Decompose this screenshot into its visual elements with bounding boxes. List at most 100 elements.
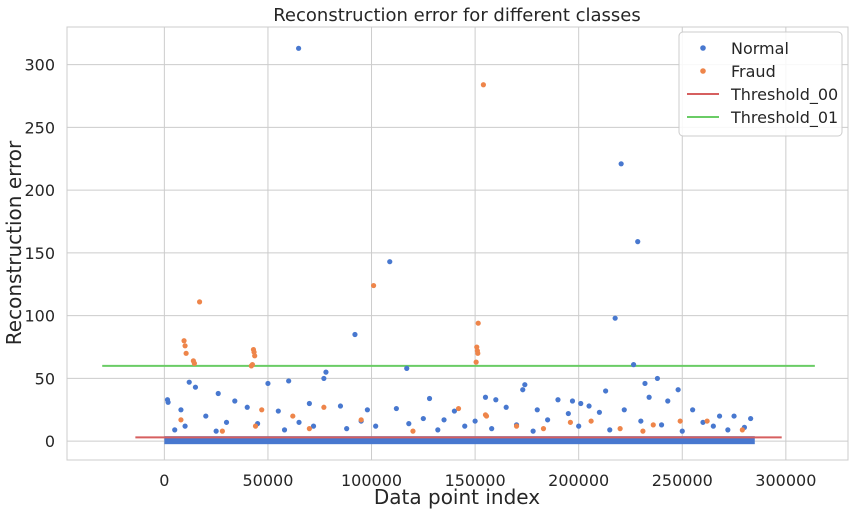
normal-point xyxy=(607,427,613,433)
normal-point xyxy=(296,45,302,51)
fraud-point xyxy=(475,320,481,326)
fraud-point xyxy=(321,404,327,410)
normal-point xyxy=(596,409,603,415)
y-tick-label: 50 xyxy=(35,369,55,388)
normal-point xyxy=(281,427,288,433)
normal-point xyxy=(725,427,731,433)
fraud-point xyxy=(252,353,258,359)
fraud-point xyxy=(480,82,486,88)
normal-point xyxy=(406,421,412,427)
legend-label: Normal xyxy=(731,39,789,58)
normal-point xyxy=(310,423,317,429)
normal-point xyxy=(638,418,644,424)
normal-point xyxy=(213,428,219,434)
normal-point xyxy=(545,417,551,423)
normal-point xyxy=(586,403,592,409)
y-tick-label: 200 xyxy=(24,181,55,200)
normal-point xyxy=(621,407,627,413)
normal-point xyxy=(451,408,457,414)
fraud-point xyxy=(617,426,623,432)
normal-point xyxy=(493,397,499,403)
normal-point xyxy=(352,331,358,338)
fraud-point xyxy=(196,299,203,305)
normal-point xyxy=(679,428,685,434)
fraud-point xyxy=(219,428,225,434)
y-tick-label: 250 xyxy=(24,118,55,137)
normal-point xyxy=(286,378,292,384)
legend-label: Threshold_00 xyxy=(730,85,838,105)
legend-label: Threshold_01 xyxy=(730,108,838,128)
fraud-point xyxy=(252,423,259,429)
normal-point xyxy=(603,388,609,394)
normal-point xyxy=(716,413,723,419)
normal-point xyxy=(165,399,171,405)
normal-point xyxy=(635,239,641,245)
x-tick-label: 200000 xyxy=(548,471,609,490)
y-axis-label: Reconstruction error xyxy=(2,140,26,345)
fraud-point xyxy=(588,418,594,424)
normal-point xyxy=(646,394,652,400)
x-tick-label: 50000 xyxy=(242,471,293,490)
normal-point xyxy=(665,398,671,404)
fraud-point xyxy=(259,407,265,413)
normal-point xyxy=(658,422,665,428)
legend-marker-normal xyxy=(700,45,706,51)
x-tick-label: 100000 xyxy=(341,471,402,490)
fraud-point xyxy=(358,417,364,423)
normal-point xyxy=(323,369,329,375)
fraud-point xyxy=(483,413,490,419)
normal-point xyxy=(612,315,618,321)
normal-point xyxy=(404,365,410,371)
normal-point xyxy=(441,417,447,423)
normal-point xyxy=(337,403,344,409)
normal-point xyxy=(565,410,571,417)
normal-point xyxy=(462,423,468,429)
normal-point xyxy=(373,423,379,429)
fraud-point xyxy=(677,418,683,424)
normal-point xyxy=(232,398,238,404)
fraud-point xyxy=(455,405,462,412)
normal-point xyxy=(630,362,637,368)
fraud-point xyxy=(370,282,377,289)
legend-label: Fraud xyxy=(731,62,776,81)
normal-point xyxy=(503,404,509,410)
normal-point xyxy=(321,375,327,382)
normal-point xyxy=(700,419,706,425)
y-tick-label: 0 xyxy=(45,432,55,451)
normal-point xyxy=(344,426,350,432)
x-axis-label: Data point index xyxy=(374,485,540,509)
normal-point xyxy=(215,390,221,397)
fraud-point xyxy=(540,426,547,432)
x-tick-label: 0 xyxy=(159,471,169,490)
fraud-point xyxy=(567,419,574,425)
fraud-point xyxy=(290,413,296,419)
legend-marker-fraud xyxy=(700,68,706,74)
fraud-point xyxy=(182,343,188,349)
normal-point xyxy=(642,380,648,387)
fraud-point xyxy=(181,338,187,344)
normal-point xyxy=(420,415,426,422)
normal-point xyxy=(530,428,536,434)
normal-point xyxy=(364,407,370,413)
normal-point xyxy=(618,161,624,167)
normal-dense-band xyxy=(164,436,755,445)
x-tick-label: 300000 xyxy=(755,471,816,490)
normal-point xyxy=(203,413,209,419)
legend: Normal Fraud Threshold_00 Threshold_01 xyxy=(678,31,843,137)
tick-labels: 0 50000 100000 150000 200000 250000 300000 0 50 1… xyxy=(24,56,816,490)
normal-point xyxy=(472,418,478,424)
fraud-point xyxy=(178,417,184,423)
normal-point xyxy=(223,419,230,425)
fraud-point xyxy=(410,428,416,434)
normal-point xyxy=(710,423,716,429)
fraud-point xyxy=(513,423,520,429)
normal-point xyxy=(576,423,582,429)
normal-point xyxy=(426,395,433,402)
x-tick-label: 150000 xyxy=(445,471,506,490)
normal-point xyxy=(569,398,576,404)
x-tick-label: 250000 xyxy=(652,471,713,490)
plot-frame xyxy=(66,26,849,461)
normal-point xyxy=(296,419,302,425)
legend-box xyxy=(678,31,843,137)
